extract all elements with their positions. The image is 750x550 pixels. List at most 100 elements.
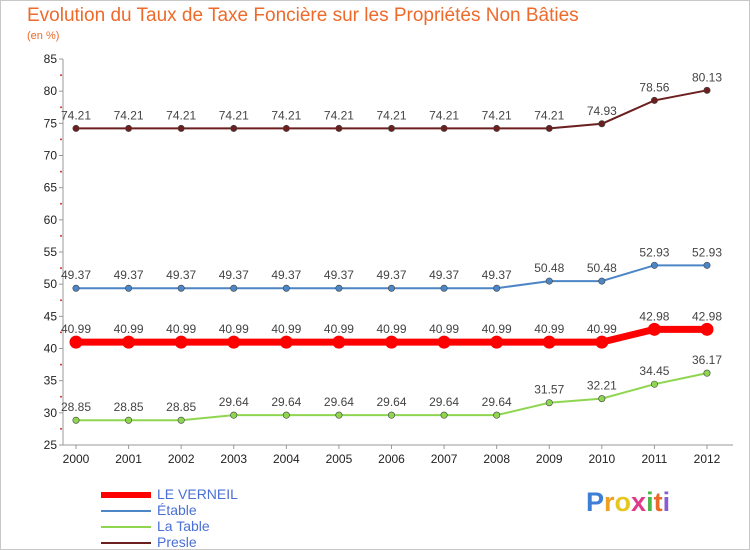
data-label: 74.21: [219, 108, 249, 122]
y-tick-label: 60: [44, 213, 58, 227]
data-point: [545, 124, 553, 132]
legend-swatch-presle: [101, 542, 151, 544]
data-point: [282, 284, 290, 292]
y-tick-label: 65: [44, 181, 58, 195]
data-label: 40.99: [482, 322, 512, 336]
data-label: 40.99: [587, 322, 617, 336]
data-label: 40.99: [219, 322, 249, 336]
x-tick-label: 2006: [378, 452, 405, 466]
data-label: 40.99: [114, 322, 144, 336]
y-tick-label: 75: [44, 116, 58, 130]
y-minor-tick: [60, 106, 62, 109]
y-tick-label: 30: [44, 406, 58, 420]
data-point: [700, 322, 714, 336]
legend-swatch-le-verneil: [101, 492, 151, 498]
logo-letter: P: [586, 487, 605, 517]
data-point: [177, 416, 185, 424]
logo-letter: i: [662, 487, 671, 517]
legend-label: Presle: [157, 534, 197, 550]
data-label: 40.99: [534, 322, 564, 336]
data-point: [332, 335, 346, 349]
data-point: [230, 411, 238, 419]
data-point: [440, 124, 448, 132]
logo-letter: x: [631, 487, 647, 517]
data-label: 29.64: [376, 395, 406, 409]
data-point: [335, 411, 343, 419]
y-minor-tick: [60, 267, 62, 270]
y-minor-tick: [60, 363, 62, 366]
data-label: 29.64: [482, 395, 512, 409]
data-point: [69, 335, 83, 349]
data-label: 40.99: [271, 322, 301, 336]
y-tick-label: 70: [44, 149, 58, 163]
data-label: 74.93: [587, 104, 617, 118]
data-label: 32.21: [587, 379, 617, 393]
x-tick-label: 2001: [115, 452, 142, 466]
x-tick-label: 2011: [642, 452, 668, 466]
data-point: [598, 120, 606, 128]
data-point: [703, 369, 711, 377]
y-tick-label: 25: [44, 438, 58, 452]
data-point: [650, 380, 658, 388]
data-label: 40.99: [429, 322, 459, 336]
data-point: [125, 284, 133, 292]
data-point: [335, 124, 343, 132]
data-point: [387, 284, 395, 292]
data-point: [174, 335, 188, 349]
data-label: 40.99: [376, 322, 406, 336]
data-point: [493, 284, 501, 292]
data-point: [72, 124, 80, 132]
data-label: 28.85: [61, 400, 91, 414]
x-tick-label: 2000: [63, 452, 90, 466]
y-minor-tick: [60, 202, 62, 205]
y-minor-tick: [60, 299, 62, 302]
data-label: 49.37: [61, 268, 91, 282]
data-point: [490, 335, 504, 349]
data-point: [385, 335, 398, 349]
data-point: [230, 284, 238, 292]
data-label: 74.21: [324, 108, 354, 122]
data-label: 40.99: [166, 322, 196, 336]
y-minor-tick: [60, 395, 62, 398]
x-tick-label: 2005: [326, 452, 353, 466]
y-minor-tick: [60, 138, 62, 141]
data-label: 74.21: [114, 108, 144, 122]
data-point: [72, 284, 80, 292]
y-tick-label: 40: [44, 342, 58, 356]
logo-letter: o: [614, 487, 632, 517]
data-point: [125, 416, 133, 424]
data-label: 49.37: [166, 268, 196, 282]
y-tick-label: 50: [44, 277, 58, 291]
data-point: [440, 284, 448, 292]
data-label: 74.21: [376, 108, 406, 122]
x-tick-label: 2004: [273, 452, 300, 466]
chart-title: Evolution du Taux de Taxe Foncière sur l…: [27, 5, 579, 26]
data-label: 49.37: [324, 268, 354, 282]
data-point: [440, 411, 448, 419]
y-minor-tick: [60, 234, 62, 237]
data-point: [177, 284, 185, 292]
data-point: [177, 124, 185, 132]
data-point: [335, 284, 343, 292]
data-label: 31.57: [534, 383, 564, 397]
x-tick-label: 2009: [536, 452, 563, 466]
legend-swatch-etable: [101, 510, 151, 512]
data-label: 49.37: [376, 268, 406, 282]
proxiti-logo: Proxiti: [586, 487, 670, 518]
data-point: [545, 277, 553, 285]
data-point: [493, 124, 501, 132]
data-label: 42.98: [639, 309, 669, 323]
data-point: [650, 96, 658, 104]
data-point: [598, 395, 606, 403]
y-minor-tick: [60, 331, 62, 334]
x-tick-label: 2007: [431, 452, 458, 466]
data-label: 36.17: [692, 353, 722, 367]
data-label: 52.93: [692, 245, 722, 259]
legend-label: La Table: [157, 518, 210, 534]
x-tick-label: 2002: [168, 452, 195, 466]
logo-letter: r: [604, 487, 615, 517]
data-point: [282, 124, 290, 132]
x-tick-label: 2003: [220, 452, 247, 466]
